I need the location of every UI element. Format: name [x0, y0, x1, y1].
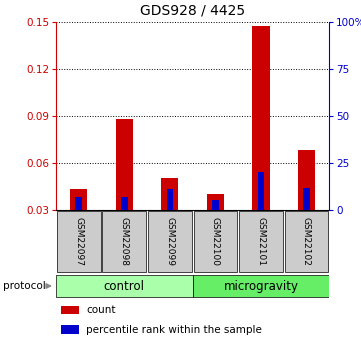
Bar: [70, 189, 87, 210]
Bar: [161, 178, 178, 210]
Text: GSM22097: GSM22097: [74, 217, 83, 266]
Bar: [252, 27, 270, 210]
FancyBboxPatch shape: [239, 211, 283, 272]
FancyBboxPatch shape: [284, 211, 328, 272]
Bar: [298, 150, 315, 210]
FancyBboxPatch shape: [193, 211, 237, 272]
Bar: [166, 189, 173, 210]
Bar: [207, 194, 224, 210]
Bar: [75, 197, 82, 210]
Bar: [116, 119, 133, 210]
Bar: [303, 188, 310, 210]
Bar: [212, 200, 219, 210]
Text: GSM22098: GSM22098: [120, 217, 129, 266]
Bar: [258, 172, 264, 210]
Text: microgravity: microgravity: [223, 279, 299, 293]
Text: percentile rank within the sample: percentile rank within the sample: [86, 325, 262, 335]
Text: GSM22102: GSM22102: [302, 217, 311, 266]
Text: count: count: [86, 305, 116, 315]
Title: GDS928 / 4425: GDS928 / 4425: [140, 4, 245, 18]
Bar: [61, 306, 79, 314]
Text: GSM22100: GSM22100: [211, 217, 220, 266]
Text: GSM22099: GSM22099: [165, 217, 174, 266]
Text: control: control: [104, 279, 145, 293]
Text: GSM22101: GSM22101: [256, 217, 265, 266]
FancyBboxPatch shape: [56, 275, 193, 297]
FancyBboxPatch shape: [148, 211, 192, 272]
FancyBboxPatch shape: [57, 211, 101, 272]
FancyBboxPatch shape: [193, 275, 329, 297]
Bar: [121, 197, 127, 210]
Text: protocol: protocol: [3, 281, 45, 291]
FancyBboxPatch shape: [103, 211, 146, 272]
Bar: [61, 325, 79, 334]
